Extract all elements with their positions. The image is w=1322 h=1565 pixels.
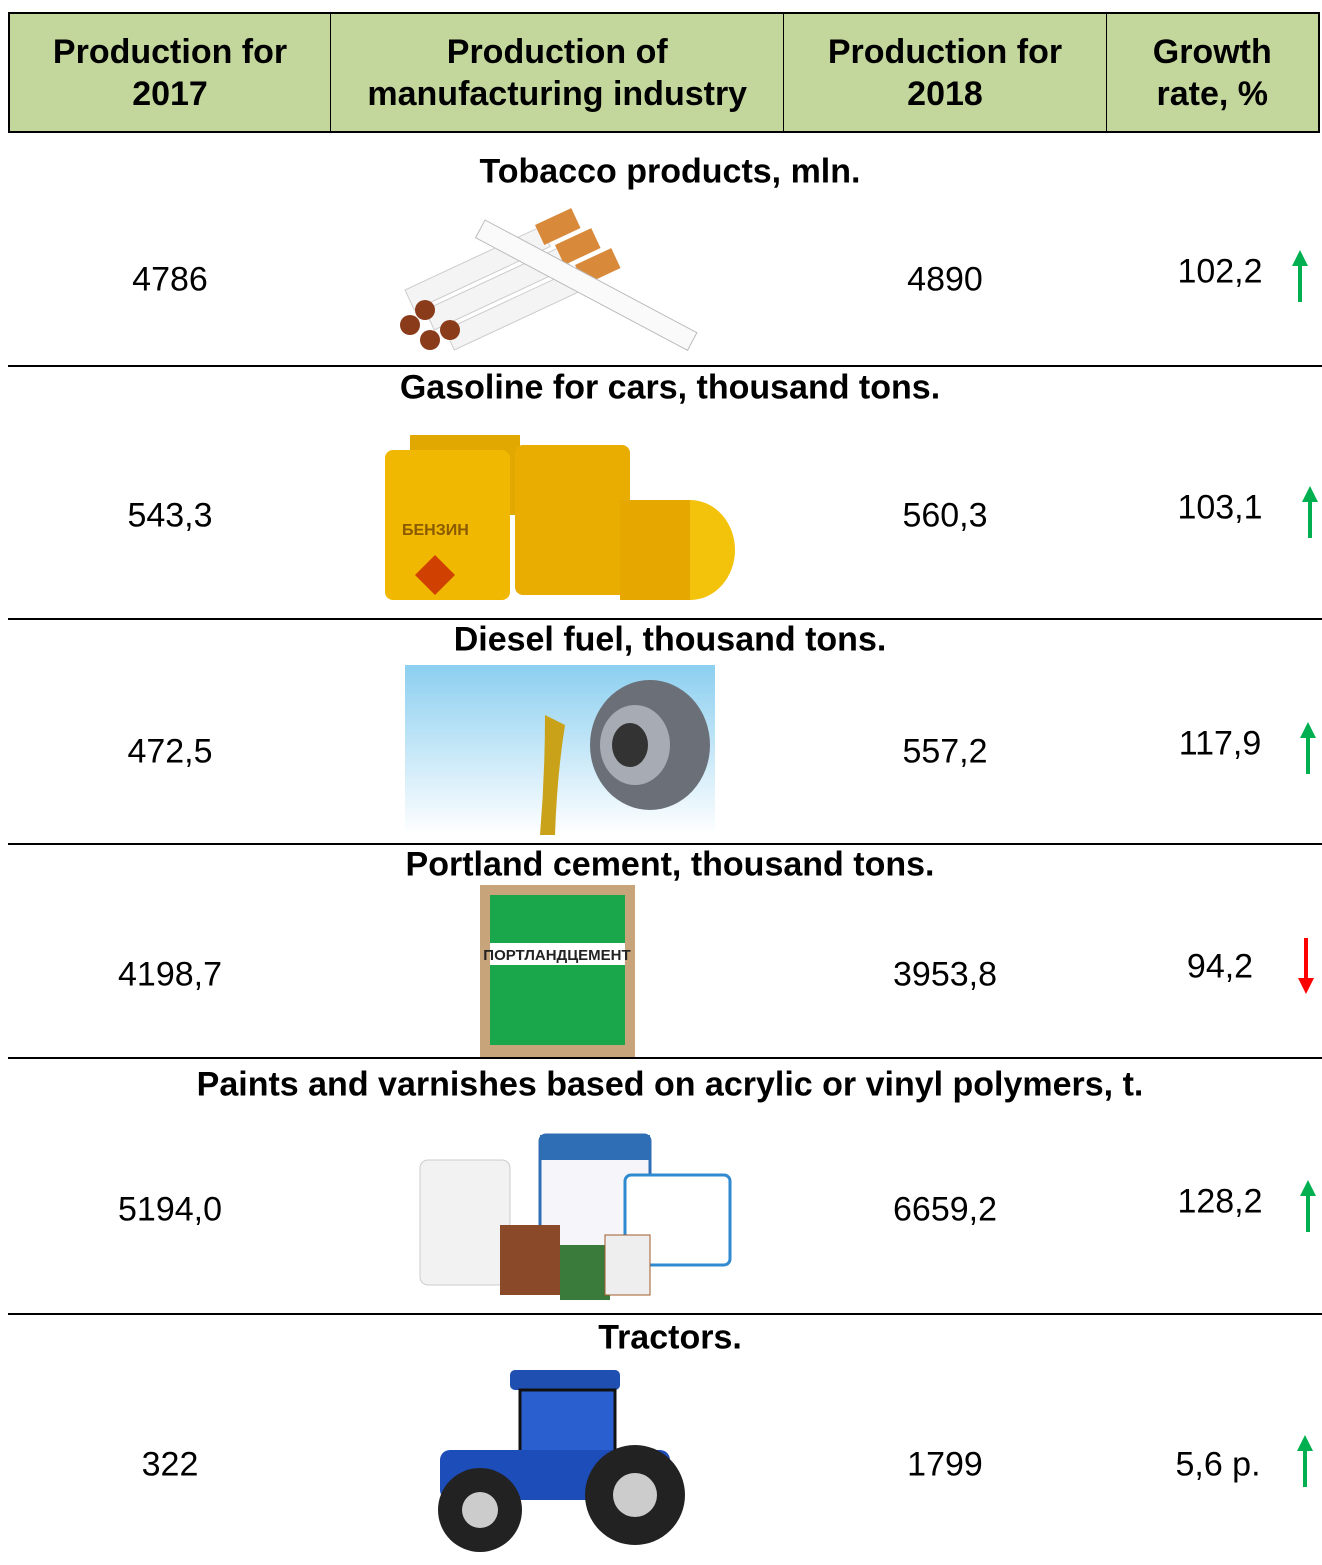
cigarettes-image	[400, 208, 698, 352]
cement-bag-image: ПОРТЛАНДЦЕМЕНТ	[480, 885, 635, 1057]
svg-text:БЕНЗИН: БЕНЗИН	[402, 522, 469, 539]
value-2017: 4198,7	[118, 955, 222, 994]
header-cell: Production of manufacturing industry	[331, 14, 785, 131]
growth-rate: 94,2	[1186, 947, 1254, 986]
header-cell: Growth rate, %	[1152, 32, 1272, 113]
arrow-up	[1302, 486, 1318, 538]
section-title: Tractors.	[598, 1318, 742, 1357]
separator	[8, 843, 1322, 845]
growth-rate: 102,2	[1177, 252, 1263, 291]
paints-image	[419, 1133, 732, 1300]
value-2018: 1799	[907, 1445, 983, 1484]
separator	[8, 1313, 1322, 1315]
growth-rate: 5,6 р.	[1175, 1445, 1261, 1484]
section-title: Gasoline for cars, thousand tons.	[399, 368, 941, 407]
section-title: Tobacco products, mln.	[479, 152, 861, 191]
value-2018: 560,3	[902, 496, 988, 535]
value-2017: 472,5	[127, 732, 213, 771]
value-2017: 543,3	[127, 496, 213, 535]
value-2018: 557,2	[902, 732, 988, 771]
value-2017: 322	[141, 1445, 199, 1484]
section-title: Diesel fuel, thousand tons.	[453, 620, 887, 659]
arrow-up	[1300, 1180, 1316, 1232]
value-2017: 4786	[132, 260, 208, 299]
growth-rate: 117,9	[1178, 724, 1262, 763]
separator	[8, 365, 1322, 367]
growth-rate: 128,2	[1177, 1182, 1263, 1221]
barrels-image: БЕНЗИН	[385, 435, 735, 600]
value-2018: 3953,8	[893, 955, 997, 994]
separator	[8, 1057, 1322, 1059]
arrow-up	[1300, 722, 1316, 774]
value-2017: 5194,0	[118, 1190, 222, 1229]
arrow-up	[1297, 1435, 1313, 1487]
growth-rate: 103,1	[1177, 488, 1263, 527]
diesel-image	[405, 665, 715, 835]
header-cell: Production for 2017	[10, 14, 332, 131]
section-title: Paints and varnishes based on acrylic or…	[196, 1065, 1144, 1104]
value-2018: 4890	[907, 260, 983, 299]
svg-text:ПОРТЛАНДЦЕМЕНТ: ПОРТЛАНДЦЕМЕНТ	[483, 947, 630, 964]
separator	[8, 618, 1322, 620]
tractor-image	[438, 1370, 685, 1552]
header-cell: Production for 2018	[784, 14, 1107, 131]
section-title: Portland cement, thousand tons.	[405, 845, 935, 884]
arrow-up	[1292, 250, 1308, 302]
table-header: Production for 2017 Production of manufa…	[8, 12, 1320, 133]
value-2018: 6659,2	[893, 1190, 997, 1229]
arrow-down	[1298, 938, 1314, 994]
